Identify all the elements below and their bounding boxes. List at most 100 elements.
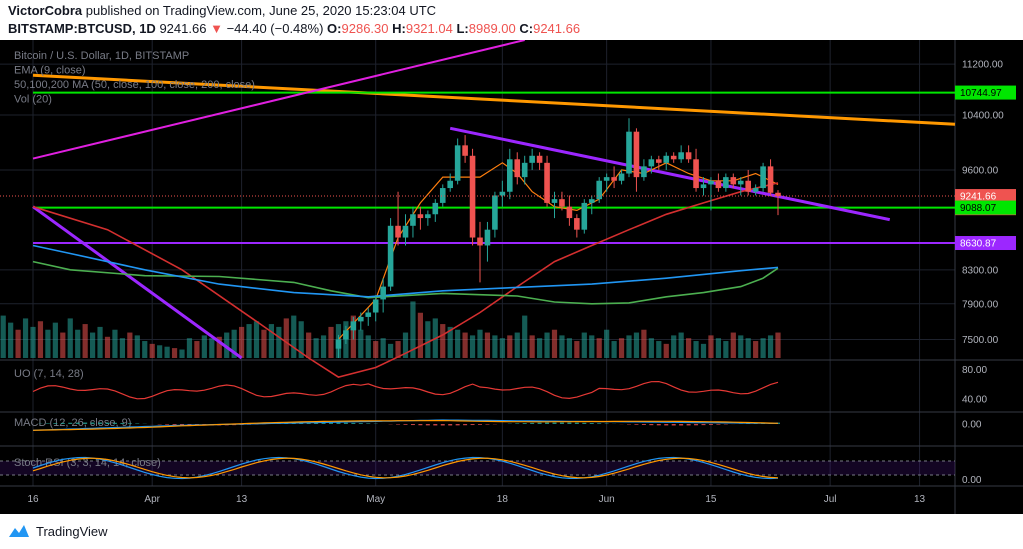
candle: [767, 159, 774, 196]
candle: [447, 173, 453, 192]
volume-bar: [469, 335, 476, 358]
candle-body: [469, 155, 476, 238]
candle: [723, 173, 729, 192]
candle-body: [380, 286, 386, 300]
volume-bar: [261, 329, 267, 358]
volume-bar: [209, 338, 215, 358]
volume-bar: [686, 338, 692, 358]
candle: [670, 152, 677, 163]
candle-body: [387, 225, 394, 287]
macd-hist-bar: [545, 422, 550, 424]
symbol-name: BITSTAMP:BTCUSD, 1D: [8, 21, 156, 36]
volume-bar: [663, 343, 669, 358]
volume-bar: [507, 335, 513, 358]
candle: [358, 312, 364, 331]
volume-bar: [60, 332, 66, 358]
volume-bar: [8, 322, 14, 358]
volume-bar: [529, 335, 535, 358]
y-tick-label: 7900.00: [962, 299, 999, 310]
candle: [499, 180, 506, 207]
candle: [775, 190, 781, 216]
series-line-1: [337, 162, 779, 340]
volume-bar: [142, 341, 148, 358]
candle-body: [417, 214, 424, 219]
candle-body: [603, 177, 610, 181]
candle: [566, 195, 573, 226]
volume-bar: [514, 332, 520, 358]
candle: [708, 177, 714, 211]
candle: [335, 334, 342, 358]
candle: [410, 206, 416, 238]
tradingview-footer: TradingView: [8, 520, 108, 542]
candle: [581, 199, 588, 234]
candle-body: [588, 199, 595, 203]
macd-hist-bar: [98, 422, 103, 424]
volume-bar: [753, 341, 759, 358]
candle: [477, 221, 483, 283]
volume-bar: [775, 332, 781, 358]
candle-body: [678, 152, 684, 160]
macd-hist-bar: [567, 422, 572, 424]
candle-body: [760, 166, 766, 189]
candle: [737, 177, 744, 196]
y-tick-label: 11200.00: [962, 60, 1003, 71]
candle-body: [402, 225, 409, 238]
candle: [551, 191, 558, 219]
y-tick-label: 10400.00: [962, 110, 1004, 121]
candle-body: [372, 299, 379, 313]
candle: [626, 118, 632, 178]
macd-hist-bar: [127, 423, 132, 424]
trendline-orange-resistance: [32, 73, 956, 126]
candle: [633, 128, 640, 192]
x-tick-label-6: 15: [705, 494, 717, 505]
candle: [603, 173, 610, 192]
candle-body: [499, 191, 506, 196]
volume-bar: [127, 332, 133, 358]
candle: [715, 173, 722, 192]
candle: [380, 278, 386, 313]
stoch-k-line: [32, 456, 779, 480]
volume-bar: [0, 315, 6, 358]
author-name[interactable]: VictorCobra: [8, 3, 83, 18]
volume-bar: [566, 338, 572, 358]
uo-tick-40: 40.00: [962, 394, 987, 405]
candle-body: [611, 177, 617, 181]
price-tag-label-4: 9088.07: [960, 203, 997, 214]
x-tick-label-4: 18: [497, 494, 509, 505]
candle: [693, 148, 699, 192]
macd-hist-bar: [746, 423, 751, 424]
candle-body: [663, 155, 670, 163]
volume-bar: [276, 326, 282, 358]
macd-hist-bar: [708, 424, 713, 425]
candle-body: [343, 330, 349, 340]
macd-tick-0: 0.00: [962, 420, 982, 431]
candle-body: [492, 195, 498, 230]
candle-body: [358, 316, 364, 322]
volume-bar: [22, 318, 29, 358]
macd-hist-bar: [515, 423, 520, 424]
macd-hist-bar: [366, 423, 371, 424]
x-tick-label-3: May: [366, 494, 385, 505]
candle: [588, 195, 595, 215]
price-tag-label-1: 10744.97: [960, 88, 1002, 99]
chart-background: [0, 40, 1023, 514]
candle: [343, 325, 349, 345]
volume-bar: [559, 335, 565, 358]
candle-body: [633, 131, 640, 178]
macd-hist-bar: [463, 424, 468, 426]
candle: [760, 162, 766, 192]
volume-bar: [37, 321, 44, 358]
candle-body: [581, 202, 588, 230]
volume-bar: [604, 329, 610, 358]
volume-bar: [537, 338, 543, 358]
macd-hist-bar: [120, 422, 125, 424]
candle-body: [700, 184, 707, 189]
trendline-magenta-rising: [32, 40, 525, 160]
volume-bar: [90, 332, 96, 358]
price-chart[interactable]: 11200.00 10400.00 9600.00 8300.00 7900.00 750…: [0, 40, 1023, 514]
candle-body: [708, 180, 714, 185]
legend-2: 50,100,200 MA (50, close, 100, close, 20…: [14, 79, 255, 91]
candle: [730, 173, 737, 189]
candle-body: [454, 145, 461, 181]
stoch-d-line: [32, 457, 779, 479]
